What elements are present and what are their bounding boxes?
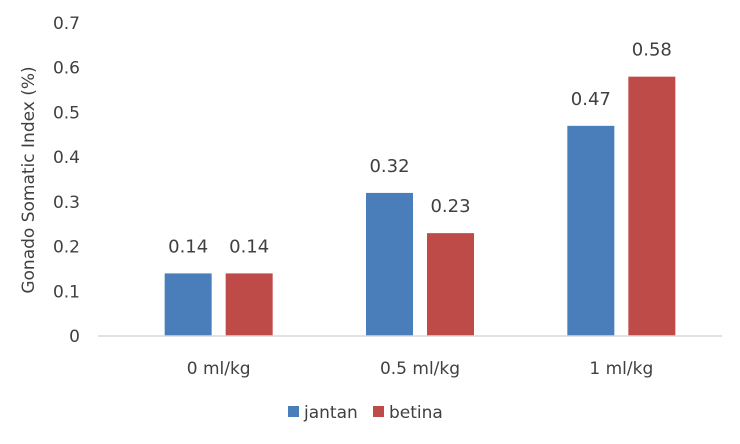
- data-label: 0.14: [168, 236, 208, 257]
- legend-swatch-betina: [373, 406, 384, 417]
- y-tick-label: 0.6: [53, 59, 80, 79]
- x-category-label: 0.5 ml/kg: [380, 359, 460, 379]
- x-category-label: 0 ml/kg: [187, 359, 251, 379]
- y-tick-label: 0.2: [53, 238, 80, 258]
- bar-betina: [225, 273, 273, 336]
- bar-betina: [628, 76, 676, 337]
- x-axis-categories: 0 ml/kg 0.5 ml/kg 1 ml/kg: [187, 359, 654, 379]
- y-tick-label: 0.5: [53, 103, 80, 123]
- bar-series: 0.14 0.14 0.32 0.23 0.47 0.58: [164, 40, 676, 337]
- y-tick-label: 0.1: [53, 282, 80, 302]
- y-tick-label: 0.7: [53, 14, 80, 34]
- y-axis-ticks: 0 0.1 0.2 0.3 0.4 0.5 0.6 0.7: [53, 14, 80, 347]
- data-label: 0.58: [632, 40, 672, 61]
- bar-jantan: [366, 192, 413, 336]
- bar-jantan: [164, 273, 212, 336]
- bar-jantan: [567, 125, 615, 336]
- legend-swatch-jantan: [288, 406, 299, 417]
- y-tick-label: 0.3: [53, 193, 80, 213]
- legend: jantan betina: [288, 403, 443, 423]
- data-label: 0.23: [430, 196, 470, 217]
- legend-label: betina: [389, 403, 443, 423]
- y-axis-title: Gonado Somatic Index (%): [19, 66, 39, 293]
- data-label: 0.14: [229, 236, 269, 257]
- x-category-label: 1 ml/kg: [589, 359, 653, 379]
- y-tick-label: 0.4: [53, 148, 80, 168]
- legend-label: jantan: [303, 403, 358, 423]
- data-label: 0.32: [369, 156, 409, 177]
- data-label: 0.47: [571, 89, 611, 110]
- bar-betina: [427, 233, 474, 336]
- y-tick-label: 0: [69, 327, 80, 347]
